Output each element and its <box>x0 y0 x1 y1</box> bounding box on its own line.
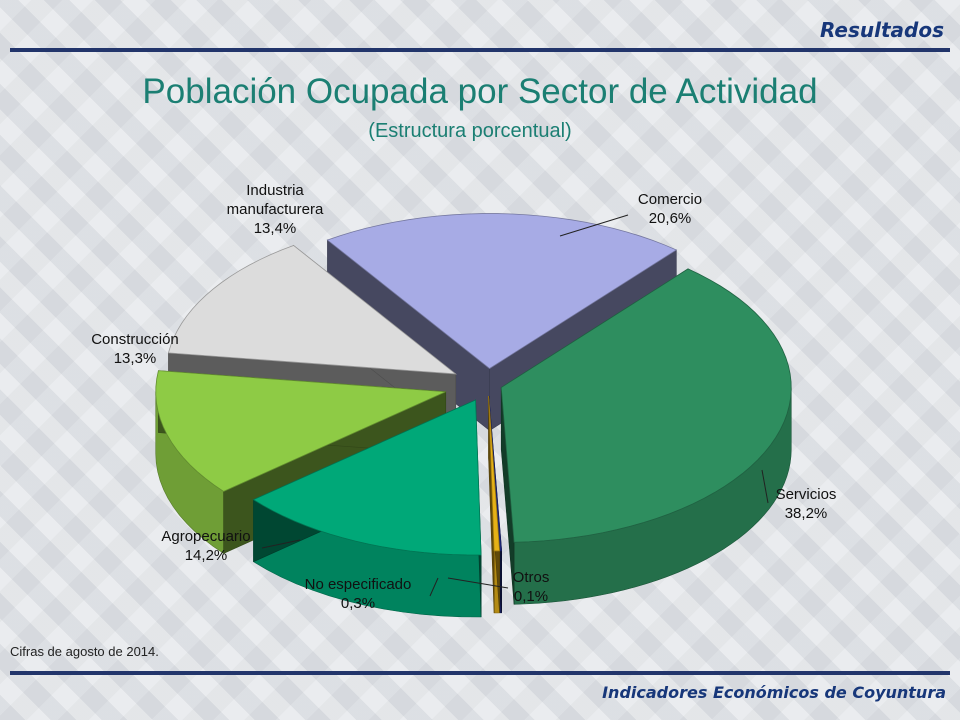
pie-slice-top <box>488 395 500 552</box>
footnote-date: Cifras de agosto de 2014. <box>10 644 159 659</box>
pie-slice-servicios <box>500 268 792 605</box>
data-label-agropecuario: Agropecuario 14,2% <box>161 528 250 564</box>
header-divider <box>10 48 950 52</box>
pie-slice-top <box>252 399 482 556</box>
data-label-no-especificado: No especificado 0,3% <box>305 576 412 612</box>
chart-subtitle: (Estructura porcentual) <box>368 120 572 142</box>
section-title: Resultados <box>820 18 944 42</box>
leader-line-agropecuario <box>261 539 301 549</box>
leader-line-otros <box>447 577 509 589</box>
leader-line-servicios <box>761 469 769 504</box>
data-label-construcción: Construcción 13,3% <box>91 331 179 367</box>
footer-divider <box>10 671 950 675</box>
pie-slice-top <box>167 244 458 375</box>
chart-title: Población Ocupada por Sector de Activida… <box>142 72 818 111</box>
pie-slice-top <box>500 268 792 543</box>
pie-slice-no-especificado <box>488 395 500 614</box>
pie-slice-top <box>326 213 678 370</box>
data-label-servicios: Servicios 38,2% <box>776 486 837 522</box>
pie-slice-top <box>155 370 446 492</box>
pie-slice-agropecuario <box>252 399 482 618</box>
data-label-industria-manufacturera: Industria manufacturera 13,4% <box>227 182 324 237</box>
footer-publication-name: Indicadores Económicos de Coyuntura <box>602 683 946 702</box>
data-label-otros: Otros 0,1% <box>513 569 550 605</box>
data-label-comercio: Comercio 20,6% <box>638 191 702 227</box>
leader-line-no-especificado <box>429 577 439 597</box>
leader-line-comercio <box>559 214 629 237</box>
